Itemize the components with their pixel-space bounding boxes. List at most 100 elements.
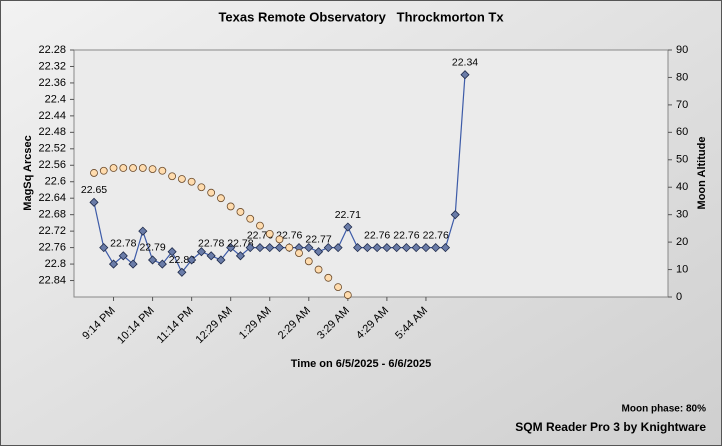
y-tick-label: 22.84 — [38, 274, 66, 286]
diamond-marker — [265, 243, 275, 253]
circle-marker — [168, 172, 177, 181]
circle-marker — [343, 291, 352, 299]
diamond-marker — [226, 243, 236, 253]
y-tick-label: 22.44 — [38, 110, 66, 122]
credit: SQM Reader Pro 3 by Knightware — [515, 420, 706, 434]
y-tick-label: 22.64 — [38, 192, 66, 204]
diamond-marker — [148, 255, 158, 265]
y-tick-label: 22.28 — [38, 44, 66, 56]
data-label: 22.34 — [452, 56, 478, 68]
diamond-marker — [89, 197, 99, 207]
chart-title: Texas Remote Observatory Throckmorton Tx — [218, 9, 504, 24]
diamond-marker — [216, 255, 226, 265]
y-tick-label: 22.4 — [45, 93, 66, 105]
diamond-marker — [382, 243, 392, 253]
circle-marker — [217, 194, 225, 203]
diamond-marker — [431, 243, 441, 253]
circle-marker — [129, 164, 137, 172]
diamond-marker — [274, 243, 285, 253]
diamond-marker — [206, 251, 216, 261]
diamond-marker — [421, 243, 431, 253]
diamond-marker — [401, 243, 411, 253]
y2-tick-label: 10 — [676, 263, 688, 275]
circle-marker — [177, 175, 186, 183]
circle-marker — [334, 283, 342, 292]
circle-marker — [314, 265, 323, 274]
diamond-marker — [235, 251, 246, 261]
circle-marker — [138, 164, 147, 172]
circle-marker — [285, 243, 294, 252]
circle-marker — [158, 166, 167, 175]
y2-tick-label: 40 — [676, 181, 688, 193]
data-label: 22.65 — [81, 184, 107, 196]
diamond-marker — [362, 243, 372, 253]
y2-tick-label: 90 — [676, 44, 688, 56]
circle-marker — [256, 221, 264, 230]
y2-axis-label: Moon Altitude — [696, 137, 708, 210]
diamond-marker — [138, 226, 148, 236]
diamond-marker — [440, 243, 451, 253]
y-tick-label: 22.48 — [38, 126, 66, 138]
diamond-marker — [99, 243, 109, 253]
data-label: 22.78 — [198, 238, 224, 250]
diamond-marker — [187, 255, 197, 265]
diamond-marker — [460, 70, 470, 80]
y2-tick-label: 0 — [676, 291, 682, 303]
y-tick-label: 22.68 — [38, 209, 66, 221]
circle-marker — [90, 169, 98, 177]
y-tick-label: 22.72 — [38, 225, 66, 237]
data-label: 22.78 — [110, 238, 136, 250]
diamond-marker — [196, 247, 206, 257]
circle-marker — [109, 164, 118, 172]
y2-tick-label: 80 — [676, 71, 688, 83]
circle-marker — [236, 208, 245, 216]
circle-marker — [265, 229, 274, 238]
diamond-marker — [450, 210, 460, 220]
circle-marker — [187, 177, 196, 186]
y2-tick-label: 60 — [676, 126, 688, 138]
y2-tick-label: 50 — [676, 154, 688, 166]
diamond-marker — [128, 259, 138, 269]
y2-tick-label: 70 — [676, 99, 688, 111]
y-tick-label: 22.36 — [38, 77, 66, 89]
circle-marker — [275, 235, 284, 244]
data-label: 22.82 — [169, 254, 195, 266]
y-tick-label: 22.8 — [45, 258, 66, 270]
diamond-marker — [313, 247, 324, 257]
x-axis-label: Time on 6/5/2025 - 6/6/2025 — [291, 358, 431, 370]
moon-phase: Moon phase: 80% — [622, 404, 707, 415]
y-tick-label: 22.52 — [38, 143, 66, 155]
diamond-marker — [353, 243, 363, 253]
diamond-marker — [157, 259, 167, 269]
diamond-marker — [343, 222, 353, 232]
diamond-marker — [372, 243, 382, 253]
y-tick-label: 22.6 — [45, 176, 66, 188]
y2-tick-label: 20 — [676, 236, 688, 248]
diamond-marker — [392, 243, 402, 253]
circle-marker — [246, 214, 255, 223]
circle-marker — [197, 183, 206, 192]
diamond-marker — [411, 243, 421, 253]
diamond-marker — [323, 243, 333, 253]
y2-tick-label: 30 — [676, 209, 688, 221]
data-label: 22.77 — [305, 233, 331, 245]
diamond-marker — [304, 243, 314, 253]
diamond-marker — [255, 243, 265, 253]
circle-marker — [304, 257, 313, 266]
y-tick-label: 22.32 — [38, 60, 66, 72]
circle-marker — [226, 202, 235, 211]
diamond-marker — [167, 247, 177, 257]
diamond-marker — [333, 243, 343, 253]
diamond-marker — [177, 267, 187, 277]
diamond-marker — [118, 251, 128, 261]
y-tick-label: 22.76 — [38, 242, 66, 254]
circle-marker — [99, 166, 108, 175]
y-tick-label: 22.56 — [38, 159, 66, 171]
data-label: 22.76 — [423, 229, 449, 241]
data-label: 22.71 — [335, 209, 361, 221]
data-label: 22.76 — [393, 229, 419, 241]
data-label: 22.79 — [139, 242, 165, 254]
circle-marker — [148, 165, 157, 174]
circle-marker — [295, 249, 303, 257]
